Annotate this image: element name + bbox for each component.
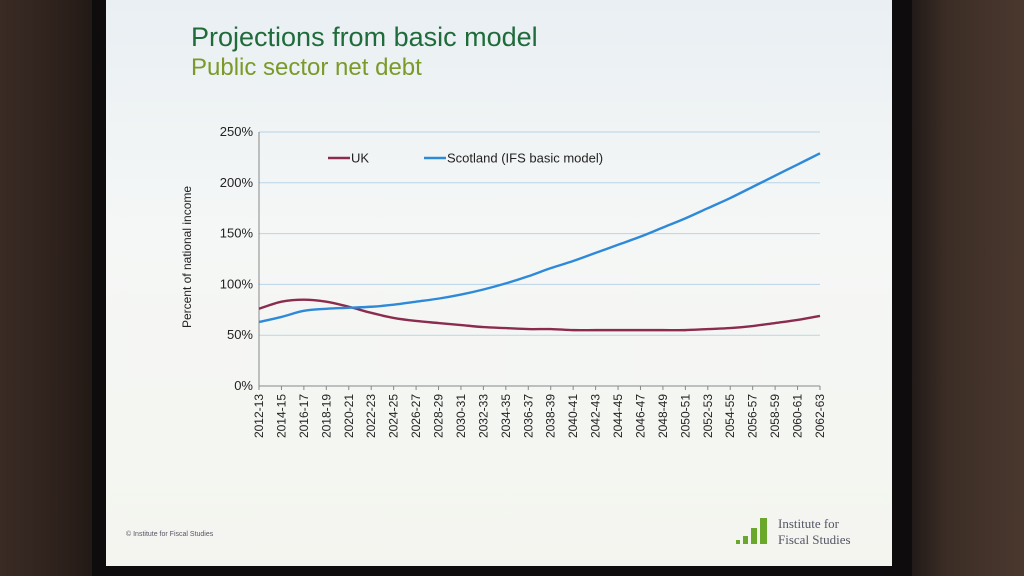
room-wall-left xyxy=(0,0,110,576)
slide-subtitle: Public sector net debt xyxy=(191,54,422,81)
x-tick-label: 2030-31 xyxy=(454,394,468,438)
presentation-slide: Projections from basic model Public sect… xyxy=(106,0,892,566)
y-tick-label: 250% xyxy=(220,124,254,139)
series-line-uk xyxy=(258,298,821,332)
x-tick-label: 2024-25 xyxy=(387,394,401,438)
x-tick-label: 2046-47 xyxy=(633,394,647,438)
x-tick-label: 2058-59 xyxy=(768,394,782,438)
room-wall-right xyxy=(894,0,1024,576)
x-tick-label: 2014-15 xyxy=(274,394,288,438)
line-chart: 0% 50% 100% 150% 200% 250% 2012-13 2014-15 2016… xyxy=(180,124,827,438)
slide-title: Projections from basic model xyxy=(191,22,538,52)
y-tick-label: 200% xyxy=(220,175,254,190)
x-tick-label: 2044-45 xyxy=(611,394,625,438)
y-axis-label: Percent of national income xyxy=(180,186,194,328)
x-tick-label: 2020-21 xyxy=(342,394,356,438)
x-tick-label: 2052-53 xyxy=(701,394,715,438)
logo-text-line1: Institute for xyxy=(778,516,840,531)
x-tick-label: 2036-37 xyxy=(521,394,535,438)
x-tick-label: 2028-29 xyxy=(432,394,446,438)
legend: UK Scotland (IFS basic model) xyxy=(328,151,603,166)
legend-label: UK xyxy=(351,151,369,166)
y-tick-label: 0% xyxy=(234,378,253,393)
x-tick-label: 2054-55 xyxy=(723,394,737,438)
grid-lines xyxy=(259,131,820,336)
series-line-scotland xyxy=(258,152,821,324)
x-tick-label: 2060-61 xyxy=(791,394,805,438)
x-tick-label: 2062-63 xyxy=(813,394,827,438)
legend-label: Scotland (IFS basic model) xyxy=(447,151,603,166)
x-tick-label: 2050-51 xyxy=(678,394,692,438)
x-tick-label: 2012-13 xyxy=(252,394,266,438)
x-tick-labels: 2012-13 2014-15 2016-17 2018-19 2020-21 2022-… xyxy=(252,394,827,438)
y-tick-label: 100% xyxy=(220,276,254,291)
x-tick-label: 2016-17 xyxy=(297,394,311,438)
axes xyxy=(258,132,821,390)
x-tick-label: 2022-23 xyxy=(364,394,378,438)
logo-text-line2: Fiscal Studies xyxy=(778,532,851,547)
x-tick-label: 2056-57 xyxy=(746,394,760,438)
x-tick-label: 2018-19 xyxy=(319,394,333,438)
ifs-logo: Institute for Fiscal Studies xyxy=(736,512,886,560)
series-lines xyxy=(258,152,821,332)
x-tick-label: 2032-33 xyxy=(476,394,490,438)
x-tick-label: 2038-39 xyxy=(544,394,558,438)
x-tick-label: 2042-43 xyxy=(589,394,603,438)
y-tick-label: 50% xyxy=(227,327,253,342)
y-tick-label: 150% xyxy=(220,226,254,241)
x-tick-label: 2040-41 xyxy=(566,394,580,438)
logo-text: Institute for Fiscal Studies xyxy=(778,516,851,548)
logo-bars-icon xyxy=(736,518,776,544)
copyright-notice: © Institute for Fiscal Studies xyxy=(126,531,214,538)
y-tick-labels: 0% 50% 100% 150% 200% 250% xyxy=(220,124,254,393)
x-tick-label: 2048-49 xyxy=(656,394,670,438)
x-tick-label: 2026-27 xyxy=(409,394,423,438)
x-tick-label: 2034-35 xyxy=(499,394,513,438)
